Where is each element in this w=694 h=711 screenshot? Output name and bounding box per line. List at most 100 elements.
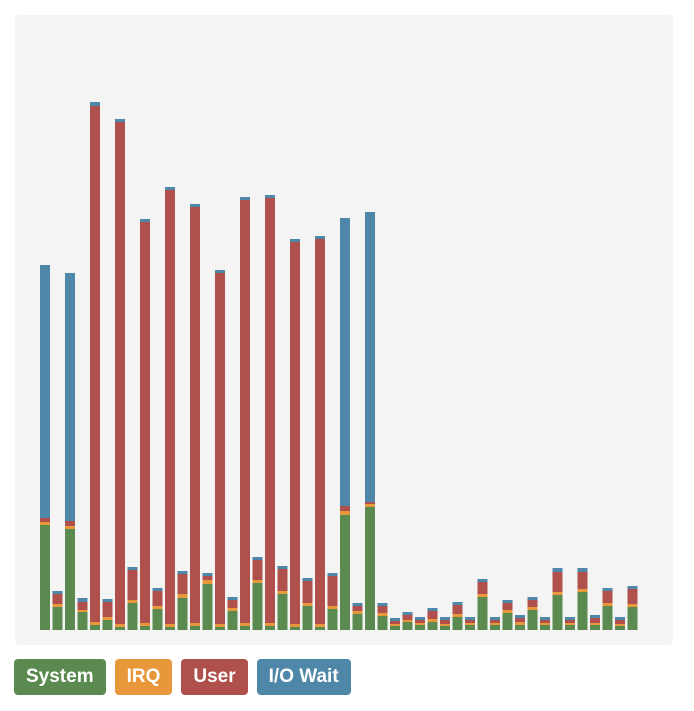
bar-segment <box>65 273 75 521</box>
bar-segment <box>502 603 513 610</box>
bar-segment <box>315 236 325 239</box>
bar-segment <box>352 614 363 630</box>
bar-segment <box>602 606 613 630</box>
bar-segment <box>115 624 125 627</box>
bar-segment <box>215 627 225 630</box>
bar-segment <box>277 566 288 569</box>
bar-segment <box>527 607 538 610</box>
bar-segment <box>590 618 600 623</box>
bar-segment <box>202 580 213 584</box>
legend-item[interactable]: System <box>14 659 106 695</box>
bar-segment <box>265 626 275 630</box>
bar-segment <box>340 511 350 515</box>
bar-segment <box>590 623 600 625</box>
bar-segment <box>127 600 138 603</box>
bar-segment <box>227 597 238 600</box>
bar-segment <box>265 623 275 626</box>
bar-segment <box>365 504 375 507</box>
bar-segment <box>302 603 313 606</box>
bar-segment <box>440 624 450 626</box>
bar-segment <box>52 591 63 594</box>
bar-segment <box>177 571 188 574</box>
bar-segment <box>240 626 250 630</box>
bar-segment <box>465 617 475 620</box>
bar-segment <box>227 611 238 630</box>
bar-segment <box>102 617 113 620</box>
bar-segment <box>115 627 125 630</box>
bar-segment <box>202 584 213 630</box>
bar-segment <box>415 617 425 620</box>
bar-segment <box>490 620 500 623</box>
bar-segment <box>602 603 613 606</box>
bar-segment <box>452 617 463 630</box>
bar-segment <box>440 626 450 630</box>
bar-segment <box>527 597 538 600</box>
bar-segment <box>465 623 475 625</box>
bar-segment <box>177 598 188 630</box>
bar-segment <box>140 219 150 222</box>
bar-segment <box>615 617 625 620</box>
bar-segment <box>590 615 600 618</box>
bar-segment <box>102 602 113 617</box>
bar-segment <box>390 618 400 621</box>
bar-segment <box>477 582 488 594</box>
bar-segment <box>190 207 200 623</box>
bar-segment <box>577 589 588 592</box>
bar-segment <box>377 613 388 616</box>
legend-item[interactable]: I/O Wait <box>256 659 351 695</box>
legend-item[interactable]: IRQ <box>114 659 173 695</box>
legend: System IRQ User I/O Wait <box>14 659 351 695</box>
bar-segment <box>40 525 50 630</box>
bar-segment <box>490 623 500 625</box>
bar-segment <box>415 625 425 630</box>
legend-item[interactable]: User <box>181 659 248 695</box>
bar-segment <box>552 595 563 630</box>
bar-segment <box>540 623 550 625</box>
bar-segment <box>340 218 350 506</box>
bar-segment <box>552 572 563 592</box>
bar-segment <box>252 583 263 630</box>
bar-segment <box>377 603 388 606</box>
bar-segment <box>315 627 325 630</box>
bar-segment <box>165 187 175 190</box>
bar-segment <box>602 588 613 591</box>
bar-segment <box>465 620 475 623</box>
bar-segment <box>627 607 638 630</box>
bar-segment <box>277 594 288 630</box>
bar-segment <box>127 570 138 600</box>
bar-segment <box>65 526 75 529</box>
bar-segment <box>515 615 525 618</box>
bar-segment <box>427 611 438 619</box>
bar-segment <box>290 624 300 627</box>
bar-segment <box>290 242 300 624</box>
bar-segment <box>277 569 288 591</box>
bar-segment <box>290 239 300 242</box>
bar-segment <box>302 578 313 581</box>
bar-segment <box>177 574 188 594</box>
bar-segment <box>502 613 513 630</box>
bar-segment <box>140 222 150 623</box>
bar-segment <box>315 624 325 627</box>
bar-segment <box>190 626 200 630</box>
bar-segment <box>127 567 138 570</box>
bar-segment <box>90 102 100 106</box>
bar-segment <box>227 600 238 608</box>
bar-segment <box>165 627 175 630</box>
bar-segment <box>402 612 413 615</box>
bar-segment <box>415 623 425 625</box>
bar-segment <box>240 197 250 200</box>
bar-segment <box>465 625 475 630</box>
bar-segment <box>390 621 400 624</box>
bar-segment <box>127 603 138 630</box>
bar-segment <box>527 610 538 630</box>
bar-segment <box>577 568 588 572</box>
bar-segment <box>502 600 513 603</box>
bar-segment <box>52 607 63 630</box>
bar-segment <box>627 586 638 589</box>
bar-segment <box>140 623 150 626</box>
bar-segment <box>190 204 200 207</box>
bar-segment <box>602 591 613 603</box>
bar-segment <box>577 572 588 589</box>
bar-segment <box>140 626 150 630</box>
bar-segment <box>502 610 513 613</box>
